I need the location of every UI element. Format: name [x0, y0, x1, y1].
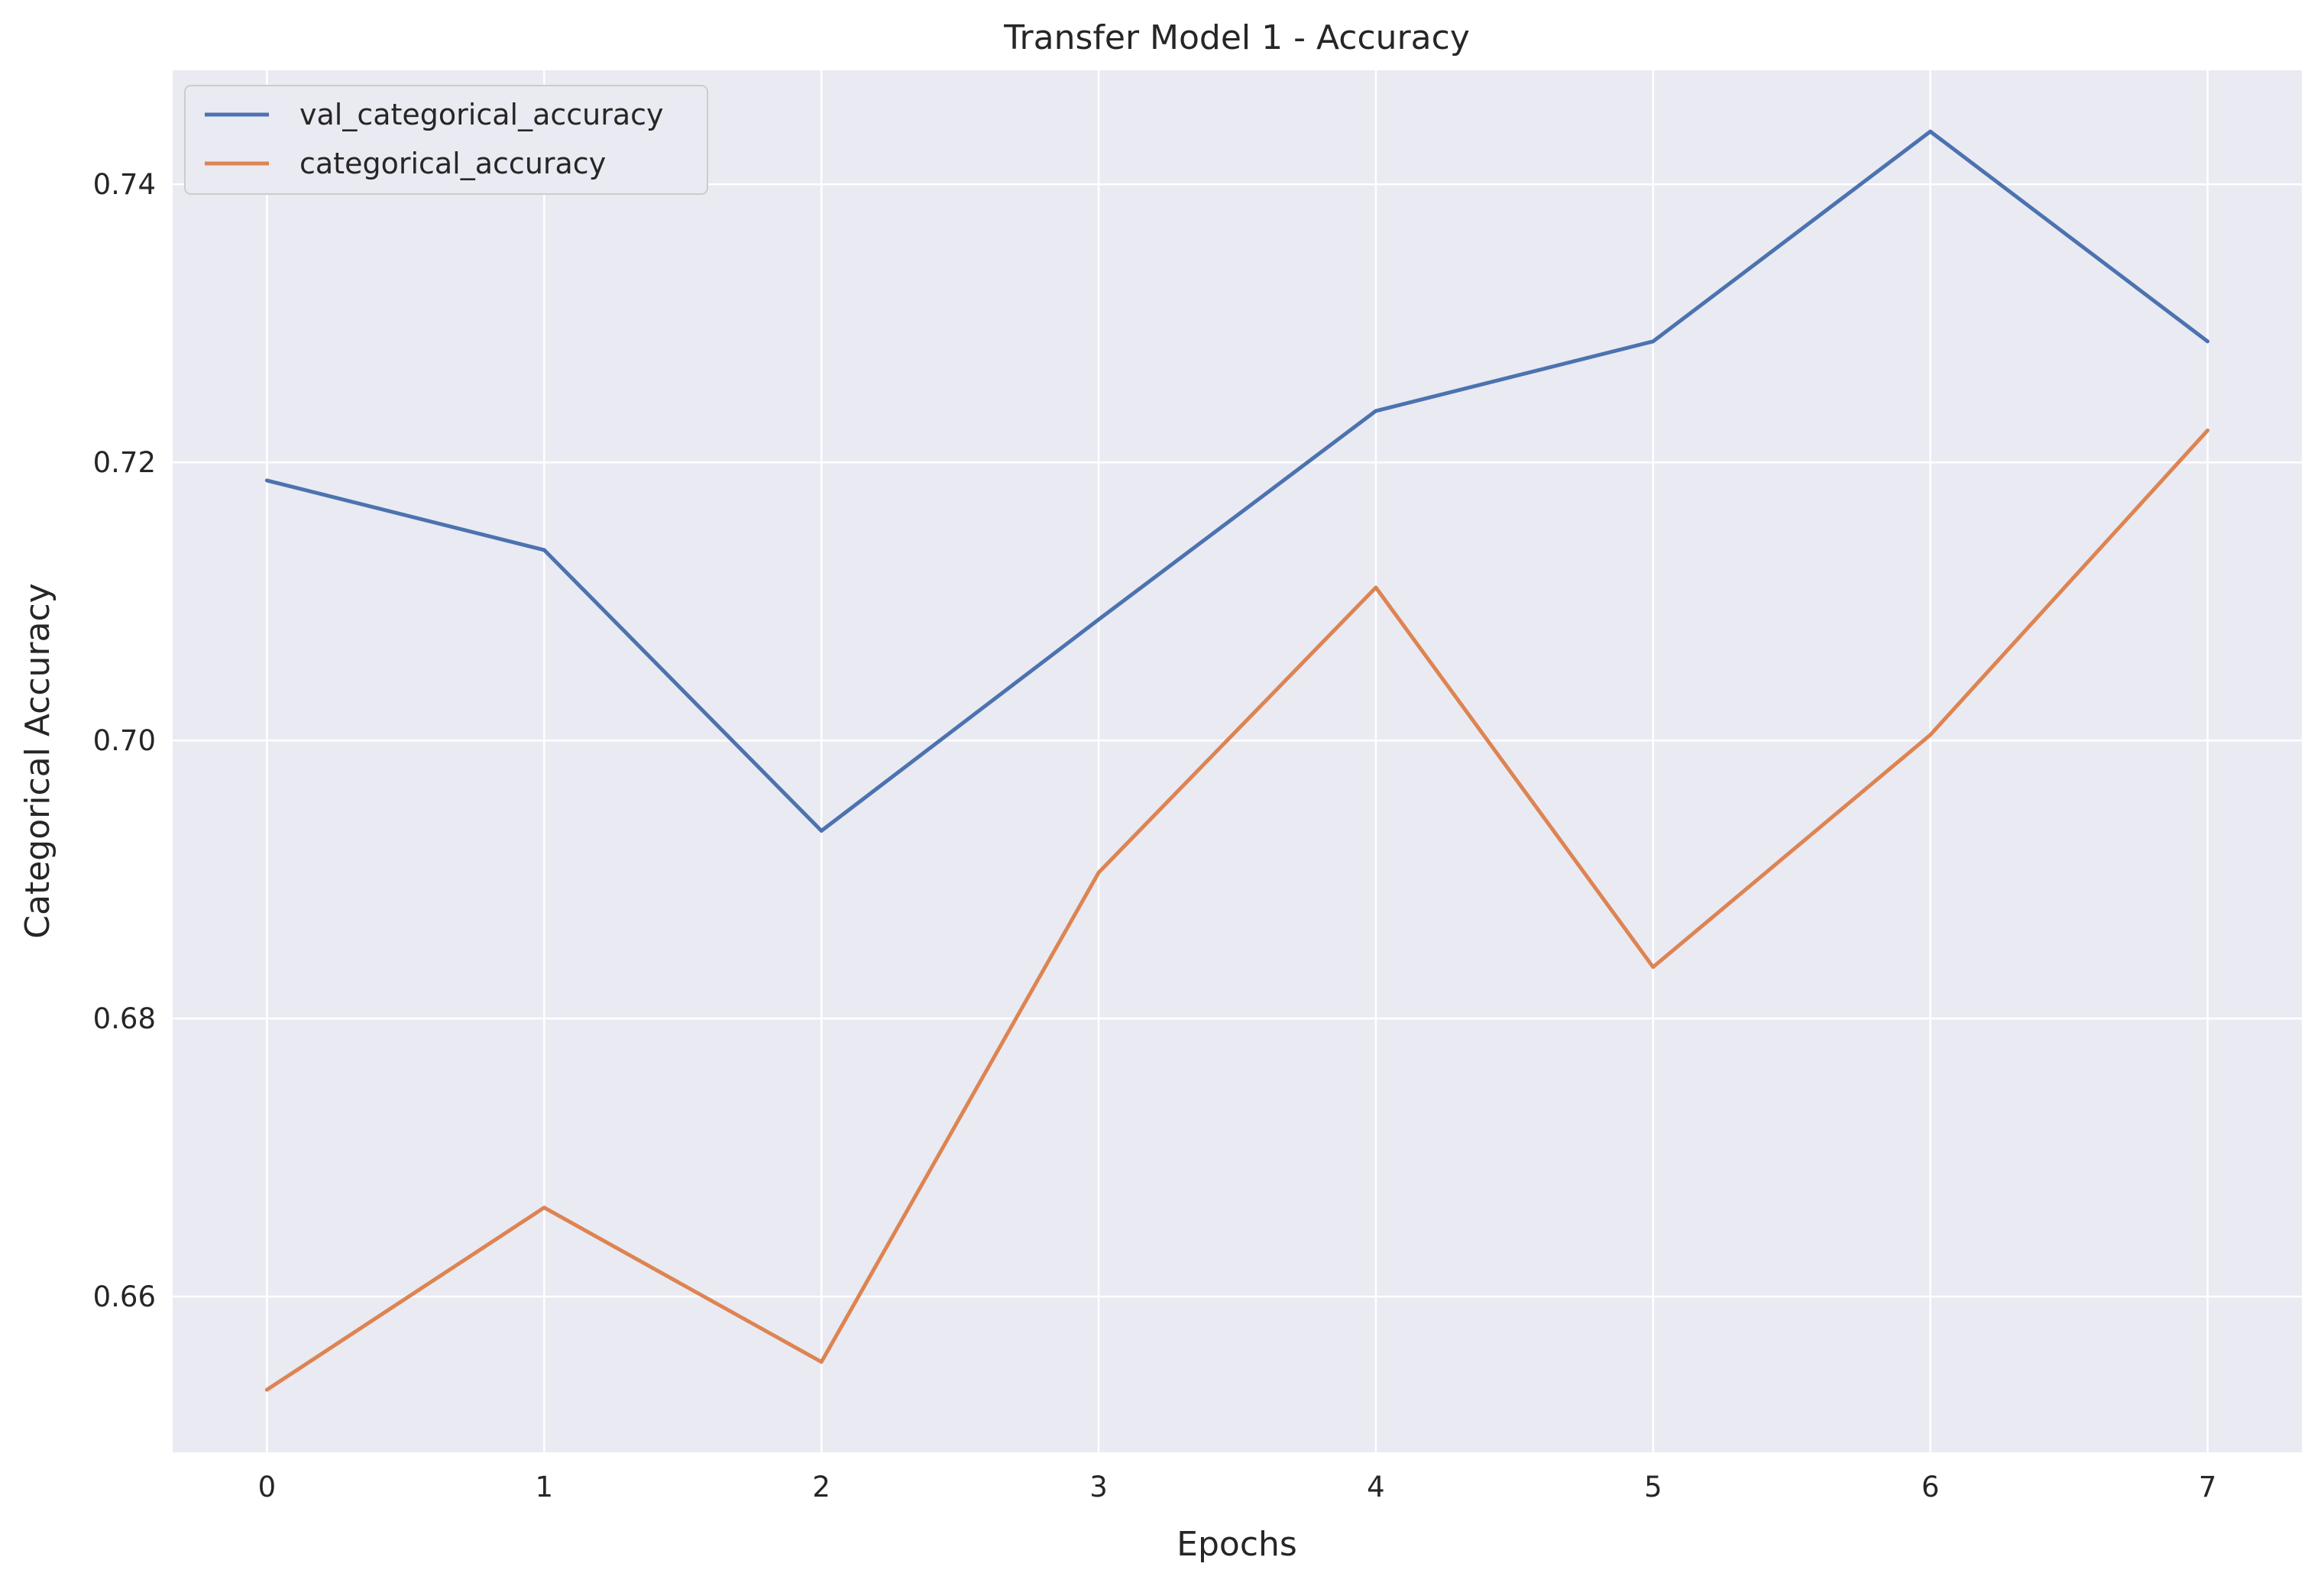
- chart-title: Transfer Model 1 - Accuracy: [1003, 18, 1470, 57]
- series-line-categorical-accuracy: [264, 428, 2210, 1392]
- x-tick-label: 1: [536, 1471, 554, 1503]
- legend-label-val-categorical-accuracy: val_categorical_accuracy: [299, 98, 664, 131]
- series-line-val-categorical-accuracy: [264, 129, 2210, 833]
- series-lines: [264, 129, 2210, 1392]
- x-axis-label: Epochs: [1177, 1525, 1297, 1564]
- x-tick-label: 6: [1921, 1471, 1940, 1503]
- x-tick-label: 7: [2199, 1471, 2217, 1503]
- y-tick-label: 0.68: [93, 1002, 156, 1035]
- y-tick-label: 0.70: [93, 724, 156, 757]
- x-tick-label: 2: [812, 1471, 830, 1503]
- x-tick-label: 4: [1367, 1471, 1385, 1503]
- y-tick-label: 0.66: [93, 1280, 156, 1313]
- x-tick-label: 3: [1089, 1471, 1108, 1503]
- legend: val_categorical_accuracy categorical_acc…: [184, 85, 708, 195]
- tick-labels: 0 1 2 3 4 5 6 7 0.66 0.68 0.70 0.72 0.74: [93, 168, 2217, 1503]
- legend-label-categorical-accuracy: categorical_accuracy: [299, 147, 606, 180]
- y-axis-label: Categorical Accuracy: [18, 583, 57, 938]
- x-tick-label: 5: [1644, 1471, 1662, 1503]
- y-tick-label: 0.72: [93, 446, 156, 479]
- x-tick-label: 0: [258, 1471, 277, 1503]
- grid-lines: [173, 70, 2302, 1452]
- plot-background: [173, 70, 2302, 1452]
- y-tick-label: 0.74: [93, 168, 156, 201]
- legend-box: [184, 85, 708, 195]
